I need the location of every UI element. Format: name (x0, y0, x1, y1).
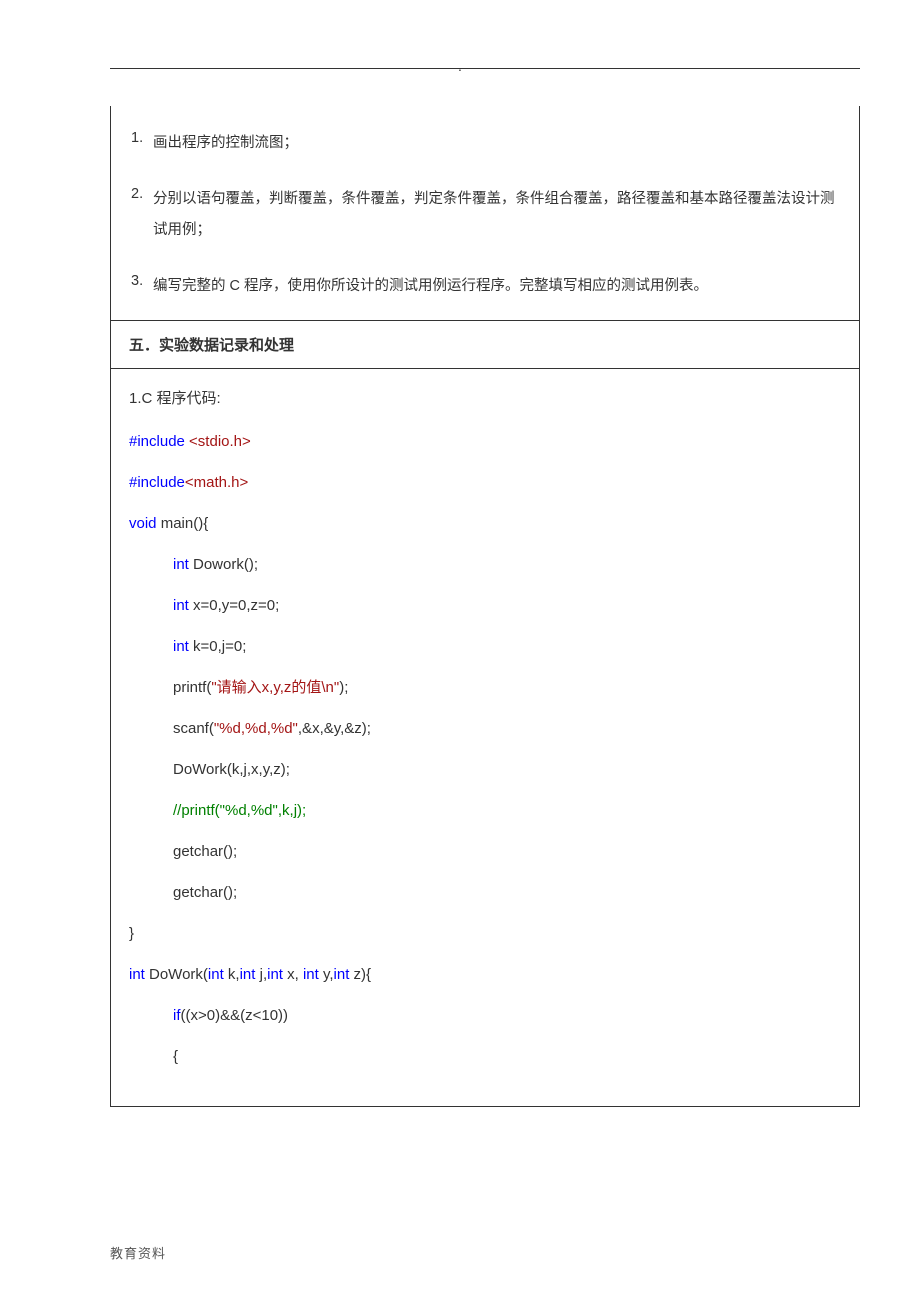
code-token: ); (339, 679, 348, 696)
list-container: 1.画出程序的控制流图；2.分别以语句覆盖，判断覆盖，条件覆盖，判定条件覆盖，条… (131, 128, 839, 302)
code-line: } (129, 926, 841, 941)
code-token: int (208, 966, 224, 983)
code-line: if((x>0)&&(z<10)) (129, 1008, 841, 1023)
code-token: int (334, 966, 350, 983)
code-token: x, (283, 966, 303, 983)
code-token: int (173, 638, 189, 655)
list-item: 2.分别以语句覆盖，判断覆盖，条件覆盖，判定条件覆盖，条件组合覆盖，路径覆盖和基… (131, 184, 839, 245)
page-header-dot: . (458, 58, 462, 74)
code-token: if (173, 1007, 181, 1024)
code-token: k=0,j=0; (189, 638, 247, 655)
code-token: getchar(); (173, 843, 237, 860)
list-item: 1.画出程序的控制流图； (131, 128, 839, 158)
code-token: int (173, 556, 189, 573)
list-item-number: 3. (131, 271, 153, 301)
code-token: ((x>0)&&(z<10)) (181, 1007, 289, 1024)
code-line: void main(){ (129, 516, 841, 531)
code-line: printf("请输入x,y,z的值\n"); (129, 680, 841, 695)
code-token: getchar(); (173, 884, 237, 901)
code-line: getchar(); (129, 885, 841, 900)
numbered-list-section: 1.画出程序的控制流图；2.分别以语句覆盖，判断覆盖，条件覆盖，判定条件覆盖，条… (111, 106, 859, 320)
code-line: #include <stdio.h> (129, 434, 841, 449)
code-token: "%d,%d,%d" (214, 720, 298, 737)
code-block: #include <stdio.h>#include<math.h>void m… (129, 434, 841, 1064)
code-token: int (240, 966, 256, 983)
code-token: z){ (349, 966, 371, 983)
code-token: k, (224, 966, 240, 983)
code-token: #include (129, 474, 185, 491)
document-box: 1.画出程序的控制流图；2.分别以语句覆盖，判断覆盖，条件覆盖，判定条件覆盖，条… (110, 106, 860, 1107)
code-token: DoWork( (145, 966, 208, 983)
code-line: int Dowork(); (129, 557, 841, 572)
code-line: #include<math.h> (129, 475, 841, 490)
code-line: scanf("%d,%d,%d",&x,&y,&z); (129, 721, 841, 736)
section-5-header: 五．实验数据记录和处理 (111, 320, 859, 369)
list-item: 3.编写完整的 C 程序，使用你所设计的测试用例运行程序。完整填写相应的测试用例… (131, 271, 839, 301)
code-token: <stdio.h> (189, 433, 251, 450)
code-line: DoWork(k,j,x,y,z); (129, 762, 841, 777)
list-item-text: 画出程序的控制流图； (153, 128, 839, 158)
code-line: getchar(); (129, 844, 841, 859)
code-token: int (303, 966, 319, 983)
code-token: #include (129, 433, 189, 450)
code-token: DoWork(k,j,x,y,z); (173, 761, 290, 778)
code-token: j, (255, 966, 267, 983)
code-intro: 1.C 程序代码: (129, 387, 841, 408)
code-token: ,&x,&y,&z); (298, 720, 371, 737)
code-token: <math.h> (185, 474, 248, 491)
code-token: { (173, 1048, 178, 1065)
code-token: x=0,y=0,z=0; (189, 597, 279, 614)
list-item-text: 编写完整的 C 程序，使用你所设计的测试用例运行程序。完整填写相应的测试用例表。 (153, 271, 839, 301)
code-line: //printf("%d,%d",k,j); (129, 803, 841, 818)
code-line: { (129, 1049, 841, 1064)
code-token: main(){ (157, 515, 209, 532)
code-token: } (129, 925, 134, 942)
footer-text: 教育资料 (110, 1243, 166, 1262)
code-section: 1.C 程序代码: #include <stdio.h>#include<mat… (111, 369, 859, 1106)
code-token: int (267, 966, 283, 983)
code-token: Dowork(); (189, 556, 258, 573)
code-token: "请输入x,y,z的值\n" (211, 679, 339, 696)
list-item-number: 2. (131, 184, 153, 245)
code-token: int (129, 966, 145, 983)
code-token: int (173, 597, 189, 614)
list-item-text: 分别以语句覆盖，判断覆盖，条件覆盖，判定条件覆盖，条件组合覆盖，路径覆盖和基本路… (153, 184, 839, 245)
code-token: scanf( (173, 720, 214, 737)
code-line: int x=0,y=0,z=0; (129, 598, 841, 613)
code-token: //printf("%d,%d",k,j); (173, 802, 306, 819)
page-header-line (110, 68, 860, 69)
code-token: printf( (173, 679, 211, 696)
code-token: y, (319, 966, 334, 983)
list-item-number: 1. (131, 128, 153, 158)
code-line: int DoWork(int k,int j,int x, int y,int … (129, 967, 841, 982)
code-token: void (129, 515, 157, 532)
code-line: int k=0,j=0; (129, 639, 841, 654)
